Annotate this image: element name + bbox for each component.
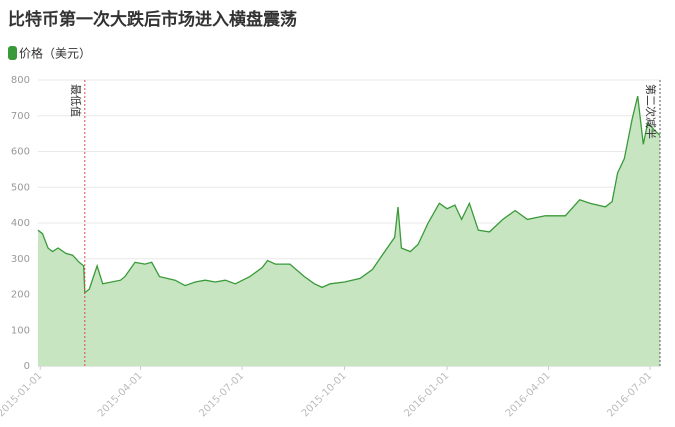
x-tick-label: 2015-10-01	[300, 370, 349, 419]
y-tick-label: 400	[11, 218, 30, 229]
y-tick-label: 500	[11, 182, 30, 193]
x-tick-label: 2016-07-01	[605, 370, 654, 419]
x-tick-label: 2015-01-01	[0, 370, 44, 419]
mark-line-label: 第二次减半	[644, 84, 658, 139]
y-tick-label: 800	[11, 75, 30, 86]
y-tick-label: 300	[11, 254, 30, 265]
x-tick-label: 2015-07-01	[197, 370, 246, 419]
line	[37, 95, 661, 295]
chart-title: 比特币第一次大跌后市场进入横盘震荡	[8, 9, 297, 30]
y-tick-label: 600	[11, 147, 30, 158]
y-tick-label: 200	[11, 290, 30, 301]
y-tick-label: 700	[11, 111, 30, 122]
x-tick-label: 2016-01-01	[402, 370, 451, 419]
y-tick-label: 100	[11, 325, 30, 336]
x-tick-label: 2016-04-01	[504, 370, 553, 419]
legend-swatch	[8, 46, 17, 60]
mark-line-label: 最低值	[69, 84, 82, 117]
area	[38, 96, 660, 366]
y-tick-label: 0	[24, 361, 30, 372]
legend-label: 价格（美元）	[19, 46, 91, 61]
x-tick-label: 2015-04-01	[96, 370, 145, 419]
